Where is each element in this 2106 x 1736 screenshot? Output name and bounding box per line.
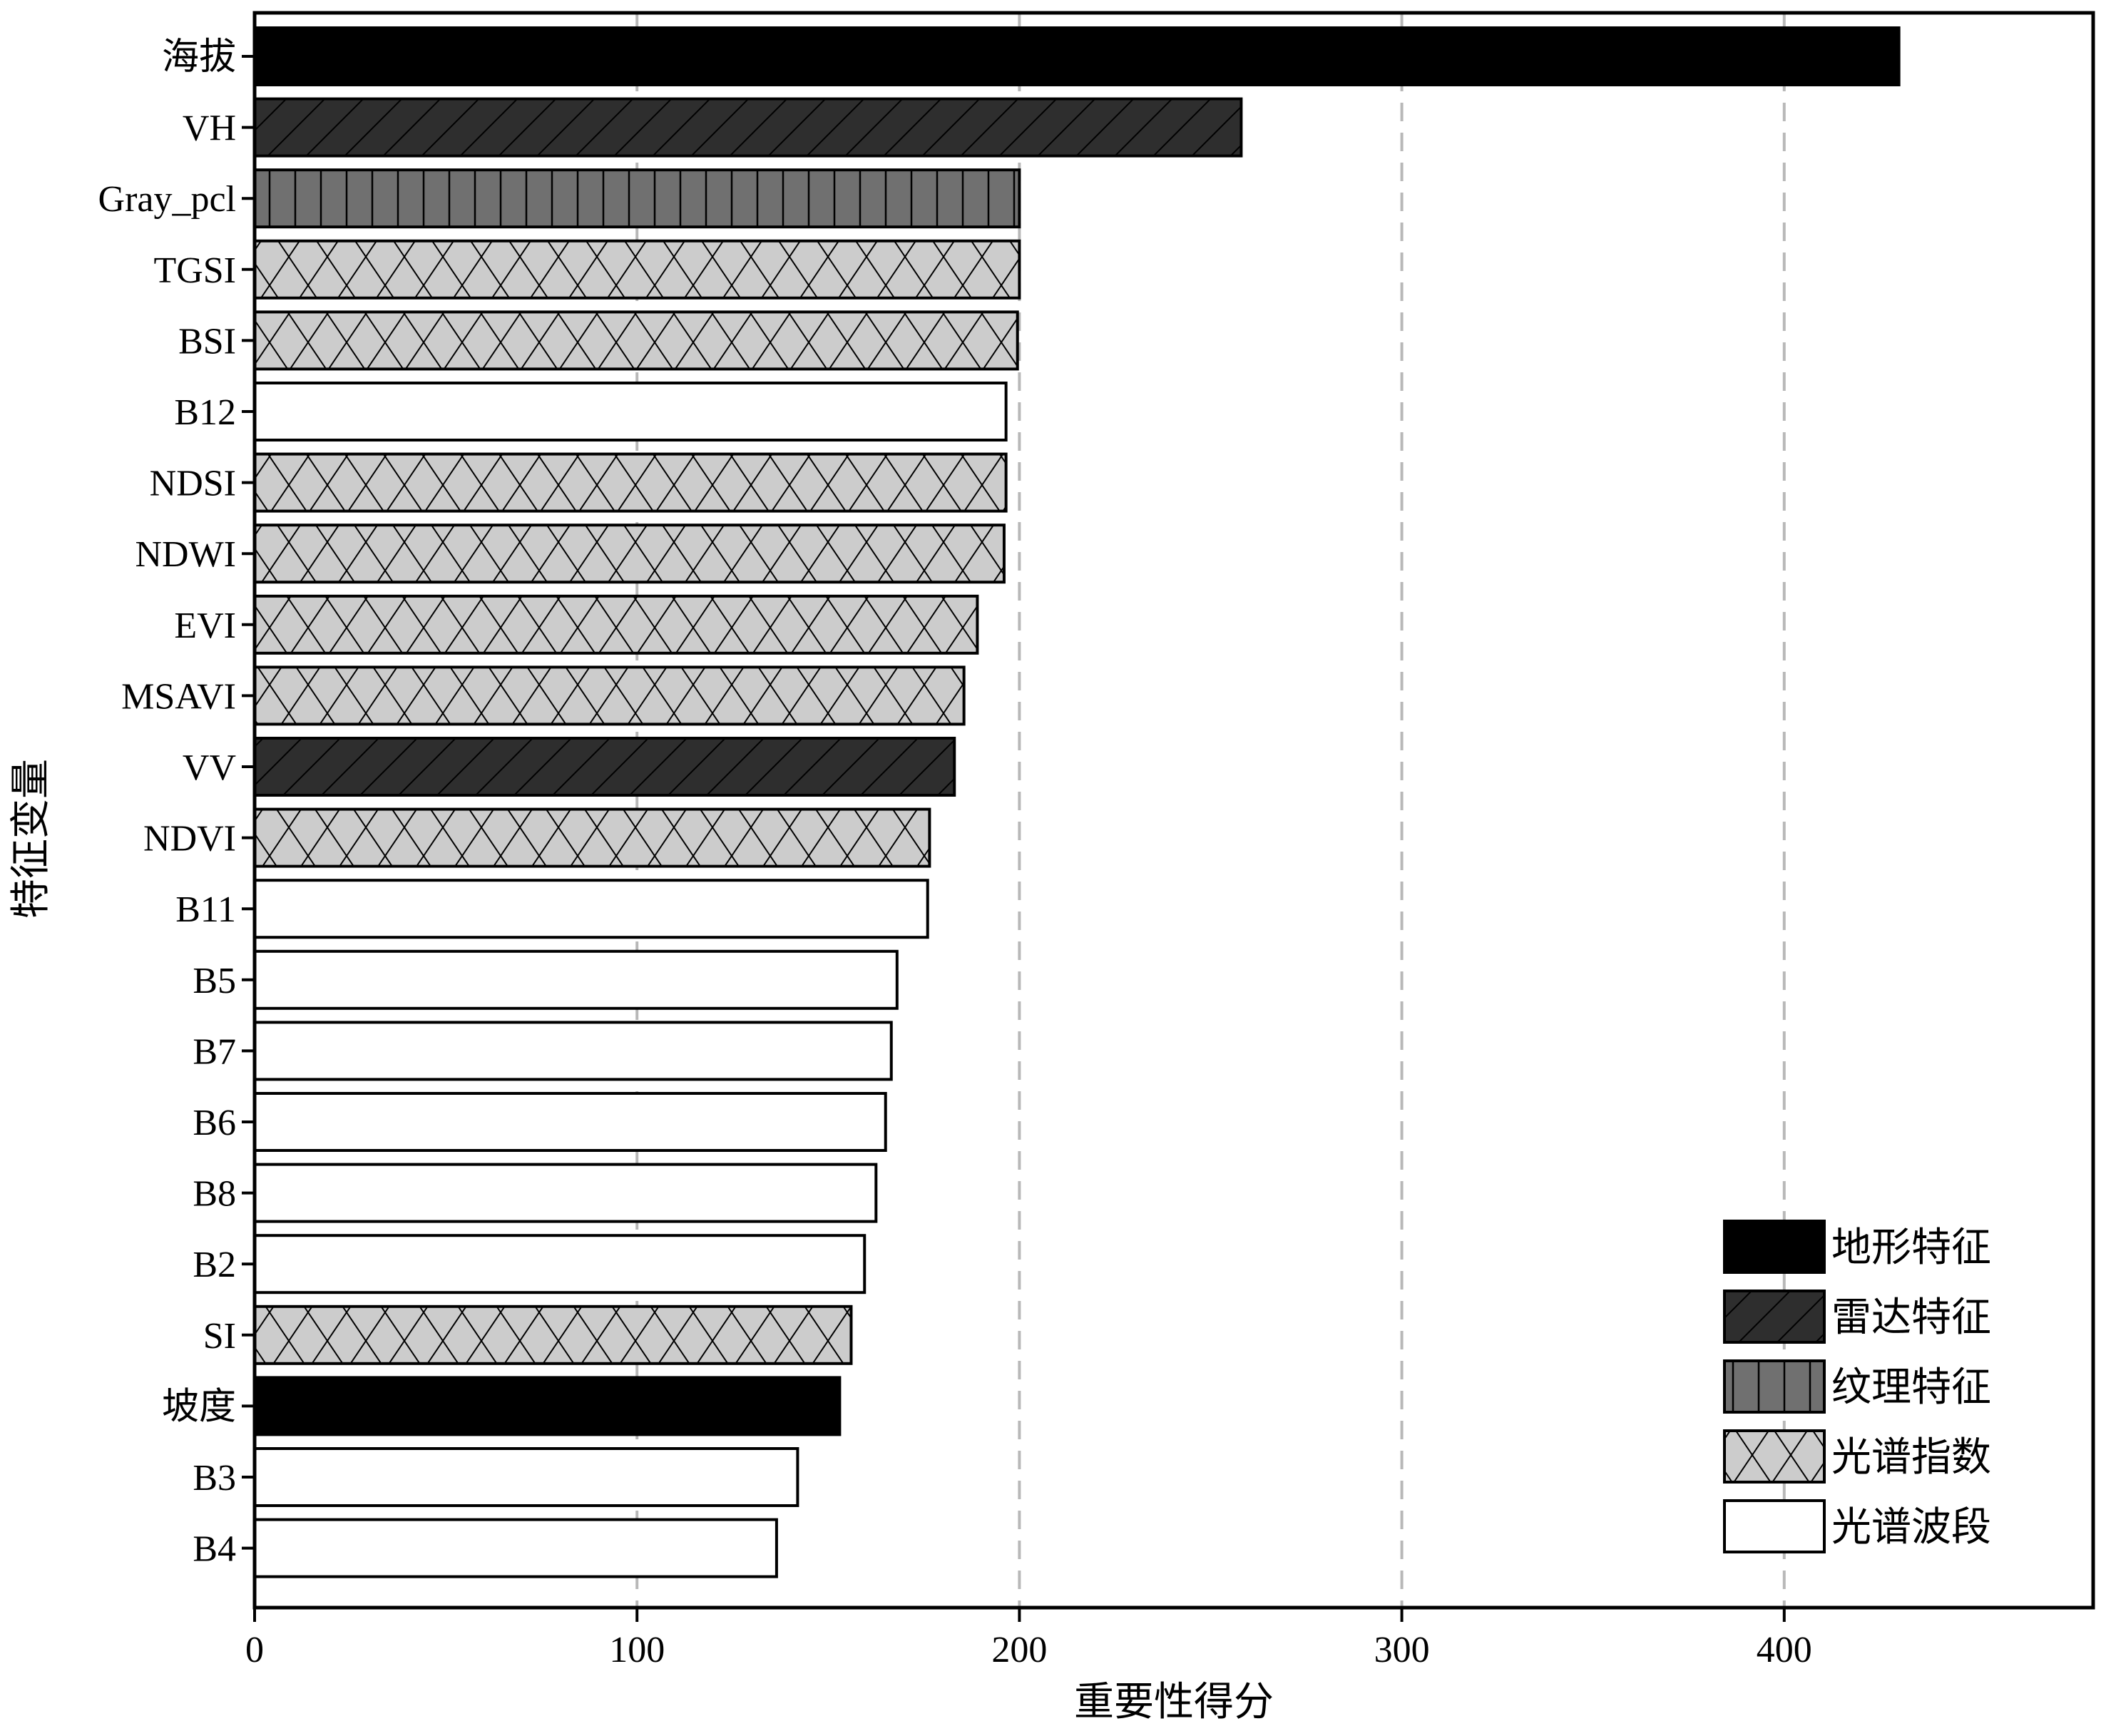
- x-tick-label: 400: [1757, 1630, 1812, 1670]
- bar: [253, 1376, 842, 1436]
- bar: [253, 1518, 778, 1578]
- legend-label: 光谱指数: [1831, 1436, 1991, 1480]
- bar: [253, 97, 1243, 158]
- bar: [253, 524, 1006, 584]
- legend-label: 雷达特征: [1831, 1296, 1991, 1340]
- bar: [253, 310, 1019, 371]
- y-tick-label: NDVI: [143, 819, 236, 859]
- bar: [253, 737, 956, 797]
- x-tick-label: 100: [609, 1630, 665, 1670]
- y-axis-title: 特征变量: [9, 759, 53, 919]
- legend-label: 地形特征: [1831, 1226, 1991, 1270]
- x-tick-label: 0: [245, 1630, 264, 1670]
- bar: [253, 1021, 893, 1081]
- y-tick-label: NDWI: [135, 534, 236, 575]
- bars: [253, 26, 1901, 1578]
- legend-label: 光谱波段: [1831, 1506, 1991, 1550]
- bar: [253, 1447, 799, 1507]
- y-tick-label: SI: [203, 1316, 236, 1357]
- y-tick-label: NDSI: [150, 464, 236, 504]
- bar: [253, 1163, 878, 1223]
- legend-swatch: [1723, 1359, 1826, 1414]
- bar: [253, 239, 1021, 300]
- bar: [253, 949, 899, 1010]
- y-tick-label: B3: [193, 1458, 236, 1498]
- bar: [253, 879, 929, 939]
- legend-label: 纹理特征: [1831, 1366, 1991, 1410]
- x-tick-label: 300: [1374, 1630, 1430, 1670]
- y-tick-label: Gray_pcl: [98, 179, 236, 220]
- bar: [253, 594, 979, 655]
- bar: [253, 26, 1901, 86]
- y-tick-label: 坡度: [162, 1387, 236, 1427]
- axes: 海拔 VH Gray_pcl TGSI BSI B12 NDSI NDWI EVI MSAVI VV…: [98, 11, 2095, 1670]
- y-tick-label: 海拔: [162, 37, 236, 78]
- bar: [253, 1092, 887, 1152]
- x-axis-title: 重要性得分: [1074, 1680, 1274, 1725]
- bar: [253, 168, 1021, 229]
- bar: [253, 665, 966, 726]
- legend-swatch: [1723, 1499, 1826, 1553]
- legend-swatch: [1723, 1429, 1826, 1484]
- x-tick-label: 200: [991, 1630, 1047, 1670]
- bar: [253, 382, 1008, 441]
- y-tick-label: EVI: [174, 606, 236, 646]
- y-tick-label: B4: [193, 1529, 236, 1570]
- bar: [253, 452, 1008, 513]
- y-tick-label: B11: [175, 889, 236, 930]
- y-tick-label: VV: [183, 747, 236, 788]
- bar: [253, 807, 931, 868]
- y-tick-label: B7: [193, 1031, 236, 1072]
- y-tick-label: BSI: [178, 321, 236, 362]
- bar: [253, 1234, 867, 1295]
- y-tick-label: B2: [193, 1245, 236, 1285]
- y-tick-label: B6: [193, 1103, 236, 1143]
- y-tick-label: VH: [183, 108, 236, 149]
- y-tick-label: TGSI: [153, 250, 236, 291]
- y-tick-label: B12: [174, 392, 236, 433]
- legend-swatch: [1723, 1220, 1826, 1274]
- bar: [253, 1304, 853, 1365]
- y-tick-label: B8: [193, 1174, 236, 1215]
- y-tick-label: MSAVI: [121, 676, 236, 717]
- legend-swatch: [1723, 1290, 1826, 1344]
- y-tick-label: B5: [193, 961, 236, 1001]
- plot-frame: [252, 11, 2095, 1610]
